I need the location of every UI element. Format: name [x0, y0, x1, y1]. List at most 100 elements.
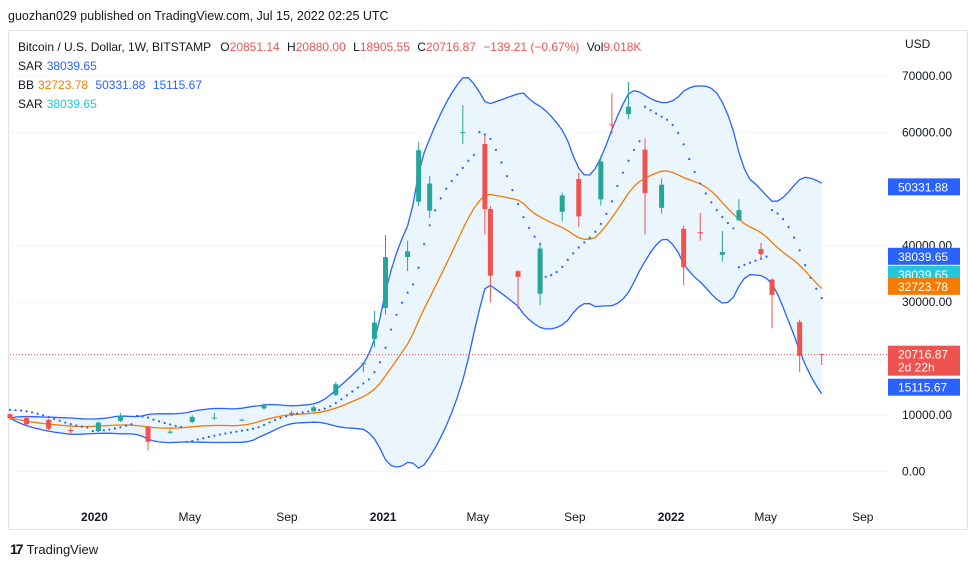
sar-dot [412, 283, 415, 286]
sar-dot [522, 215, 525, 219]
sar-dot [561, 265, 564, 268]
bollinger-basis-line [9, 170, 823, 429]
sar-dot [809, 276, 812, 279]
bb-upper-value: 50331.88 [95, 78, 146, 92]
sar-dot [69, 423, 72, 426]
sar-dot [566, 258, 569, 261]
sar-dot [152, 418, 155, 421]
sar-dot [550, 274, 553, 277]
candle-body [95, 422, 101, 432]
sar-dot [102, 429, 105, 432]
sar-dot [119, 426, 122, 429]
candle-body [719, 251, 725, 255]
sar-dot [428, 224, 431, 227]
sar-dot [748, 261, 752, 264]
sar-dot [257, 426, 260, 429]
x-axis-tick-label: May [754, 510, 777, 524]
bb-label: BB [18, 78, 35, 92]
sar-dot [268, 421, 271, 424]
sar-dot [710, 201, 713, 204]
sar-dot [804, 263, 807, 267]
sar-dot [781, 218, 785, 221]
sar-dot [671, 123, 674, 126]
sar-dot [450, 179, 453, 183]
low-value: 18905.55 [359, 40, 410, 54]
candle-body [46, 419, 52, 429]
sar-dot [47, 415, 50, 419]
sar-dot [58, 419, 61, 422]
symbol-title[interactable]: Bitcoin / U.S. Dollar, 1W, BITSTAMP [18, 40, 211, 54]
sar-badge [888, 247, 960, 265]
currency-label: USD [905, 37, 931, 51]
sar-dot [815, 287, 818, 290]
sar-dot [660, 115, 663, 118]
candle-body [289, 412, 295, 414]
sar-dot [721, 215, 724, 219]
sar-dot [649, 109, 652, 112]
sar-dot [583, 241, 586, 244]
sar-dot [737, 266, 741, 269]
high-value: 20880.00 [295, 40, 346, 54]
high-label: H [287, 40, 296, 54]
sar-dot [202, 437, 205, 440]
bb-lower-value: 15115.67 [152, 78, 202, 92]
sar-dot [666, 118, 669, 121]
sar-dot [594, 230, 597, 233]
legend-bb-row[interactable]: BB 32723.78 50331.88 15115.67 [18, 76, 641, 95]
sar-dot [246, 428, 249, 431]
candle-body [625, 106, 631, 115]
legend-sar-row[interactable]: SAR 38039.65 [18, 57, 641, 76]
legend-sar2-row[interactable]: SAR 38039.65 [18, 95, 641, 114]
sar-dot [113, 427, 117, 430]
y-axis-tick-label: 10000.00 [902, 408, 952, 422]
sar-dot [25, 410, 28, 413]
lower-band-badge [888, 378, 960, 396]
candle-body [609, 124, 615, 126]
lower-band-badge-text: 15115.67 [898, 381, 947, 395]
candle-body [117, 415, 123, 421]
sar-dot [351, 390, 354, 393]
sar-dot [754, 259, 757, 262]
y-axis-tick-label: 60000.00 [902, 126, 952, 140]
candle-body [382, 257, 388, 308]
tradingview-logo[interactable]: 17 TradingView [10, 541, 98, 557]
sar-dot [527, 226, 531, 229]
sar-dot [285, 415, 288, 418]
sar-dot [296, 412, 299, 415]
sar-dot [235, 430, 238, 433]
sar-dot [682, 143, 685, 146]
legend-ohlc-row[interactable]: Bitcoin / U.S. Dollar, 1W, BITSTAMP O208… [18, 38, 641, 57]
candle-body [416, 150, 422, 202]
x-axis-tick-label: May [466, 510, 489, 524]
sar-dot [273, 418, 277, 422]
sar-dot [42, 414, 45, 417]
sar-dot [793, 236, 796, 239]
sar-dot [279, 416, 282, 420]
publisher-line: guozhan029 published on TradingView.com,… [8, 9, 389, 23]
sar-dot [406, 291, 409, 294]
candle-body [68, 429, 74, 432]
sar-dot [445, 187, 448, 190]
sar-dot [251, 427, 255, 430]
candle-body [736, 210, 742, 221]
candle-body [24, 418, 30, 425]
sar-dot [610, 200, 613, 203]
x-axis-tick-label: 2022 [658, 510, 685, 524]
sar-dot [378, 361, 382, 364]
sar-dot [765, 255, 768, 258]
chart-legend: Bitcoin / U.S. Dollar, 1W, BITSTAMP O208… [18, 38, 641, 114]
sar-dot [776, 212, 779, 215]
sar-dot [229, 431, 232, 434]
sar-dot [798, 249, 801, 252]
sar-dot [770, 209, 774, 212]
sar-dot [555, 270, 558, 274]
sar-dot [124, 424, 128, 427]
sar-dot [334, 401, 337, 405]
sar-dot [632, 148, 636, 152]
sar-dot [395, 313, 398, 316]
sar-dot [643, 105, 647, 108]
sar-dot [616, 184, 619, 188]
sar-dot [130, 423, 133, 426]
sar-dot [135, 414, 139, 417]
